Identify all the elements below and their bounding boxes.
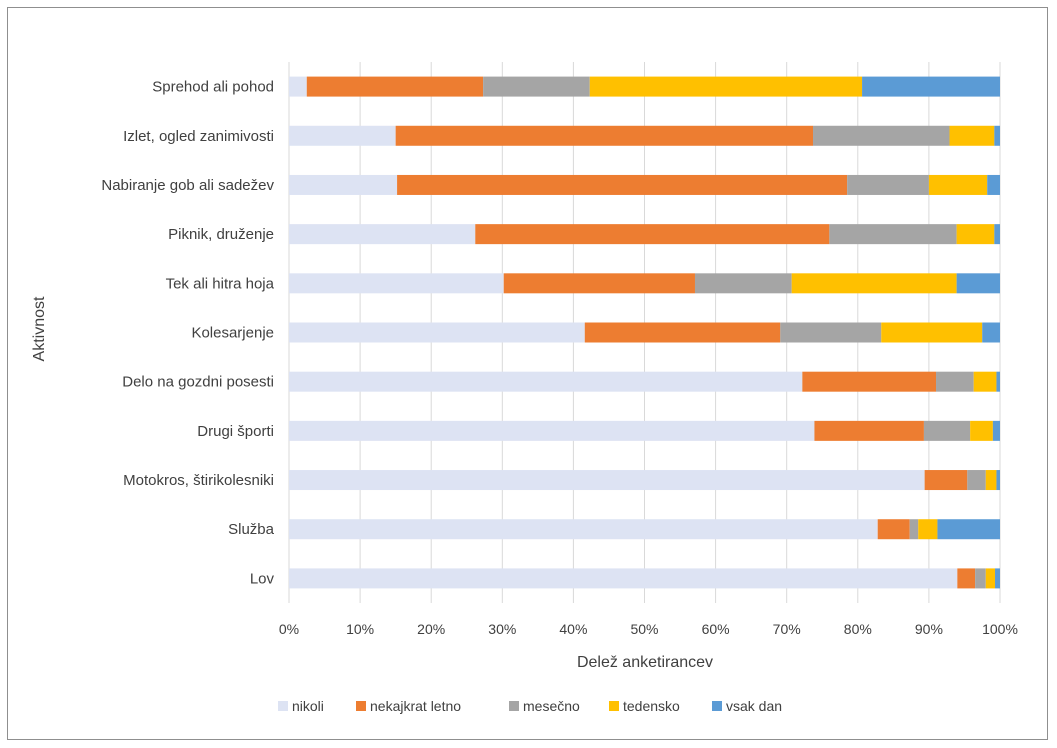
x-tick-label: 60% [702, 621, 730, 637]
legend-entry: tedensko [623, 698, 680, 714]
bar-segment [987, 174, 1000, 195]
bar-segment [289, 568, 958, 589]
y-axis-title: Aktivnost [31, 296, 48, 361]
bar-segment [936, 371, 974, 392]
category-label: Lov [250, 570, 275, 587]
bar-segment [813, 125, 950, 146]
legend-entry: vsak dan [726, 698, 782, 714]
legend-entry: mesečno [523, 698, 580, 714]
bar-segment [829, 224, 957, 245]
bar-segment [584, 322, 781, 343]
x-tick-label: 50% [630, 621, 658, 637]
x-tick-label: 80% [844, 621, 872, 637]
category-labels: Sprehod ali pohod Izlet, ogled zanimivost… [101, 79, 274, 588]
bar-segment [397, 174, 848, 195]
x-tick-label: 100% [982, 621, 1018, 637]
category-label: Sprehod ali pohod [152, 79, 274, 96]
bar-segment [589, 76, 863, 97]
bar-segment [924, 470, 968, 491]
bar-segment [992, 420, 1000, 441]
x-tick-label: 70% [773, 621, 801, 637]
legend-swatch [509, 701, 519, 711]
bar-segment [289, 76, 307, 97]
bar-segment [995, 568, 1000, 589]
category-label: Nabiranje gob ali sadežev [101, 177, 274, 194]
bar-segment [967, 470, 986, 491]
x-axis-title: Delež anketirancev [577, 654, 713, 671]
legend-swatch [356, 701, 366, 711]
bar-segment [289, 174, 398, 195]
bar-segment [923, 420, 971, 441]
bar-segment [937, 519, 1000, 540]
legend-entry: nikoli [292, 698, 324, 714]
bar-segment [982, 322, 1000, 343]
bars [289, 76, 1000, 589]
legend-swatch [609, 701, 619, 711]
bar-segment [881, 322, 983, 343]
bar-segment [949, 125, 995, 146]
legend-swatch [712, 701, 722, 711]
bar-segment [289, 273, 504, 294]
category-label: Delo na gozdni posesti [122, 374, 274, 391]
category-label: Kolesarjenje [191, 325, 274, 342]
category-label: Služba [228, 521, 275, 538]
bar-segment [483, 76, 590, 97]
bar-segment [994, 224, 1000, 245]
x-tick-label: 0% [279, 621, 299, 637]
bar-segment [289, 519, 878, 540]
bar-segment [862, 76, 1000, 97]
bar-segment [780, 322, 882, 343]
bar-segment [306, 76, 484, 97]
bar-segment [289, 420, 815, 441]
x-tick-labels: 0% 10% 20% 30% 40% 50% 60% 70% 80% 90% 100% [279, 621, 1018, 637]
bar-segment [503, 273, 695, 294]
x-tick-label: 10% [346, 621, 374, 637]
legend: nikoli nekajkrat letno mesečno tedensko vsak… [278, 698, 782, 714]
legend-entry: nekajkrat letno [370, 698, 461, 714]
bar-segment [289, 125, 396, 146]
bar-segment [996, 470, 1000, 491]
bar-segment [956, 224, 995, 245]
bar-segment [877, 519, 910, 540]
bar-segment [918, 519, 938, 540]
bar-segment [975, 568, 986, 589]
bar-segment [994, 125, 1000, 146]
bar-segment [847, 174, 929, 195]
bar-segment [985, 470, 997, 491]
category-label: Tek ali hitra hoja [166, 275, 275, 292]
bar-segment [694, 273, 792, 294]
bar-segment [956, 273, 1000, 294]
bar-segment [973, 371, 997, 392]
bar-segment [909, 519, 919, 540]
bar-segment [395, 125, 814, 146]
bar-segment [802, 371, 937, 392]
x-tick-label: 20% [417, 621, 445, 637]
bar-segment [791, 273, 957, 294]
legend-swatch [278, 701, 288, 711]
category-label: Piknik, druženje [168, 226, 274, 243]
bar-segment [970, 420, 993, 441]
bar-segment [957, 568, 976, 589]
x-tick-label: 40% [559, 621, 587, 637]
bar-segment [475, 224, 830, 245]
category-label: Drugi športi [197, 423, 274, 440]
bar-segment [289, 224, 476, 245]
category-label: Motokros, štirikolesniki [123, 472, 274, 489]
bar-segment [928, 174, 988, 195]
bar-segment [996, 371, 1000, 392]
bar-segment [985, 568, 996, 589]
bar-segment [289, 322, 585, 343]
category-label: Izlet, ogled zanimivosti [123, 128, 274, 145]
x-tick-label: 30% [488, 621, 516, 637]
x-tick-label: 90% [915, 621, 943, 637]
bar-segment [289, 470, 925, 491]
bar-segment [814, 420, 924, 441]
bar-segment [289, 371, 803, 392]
